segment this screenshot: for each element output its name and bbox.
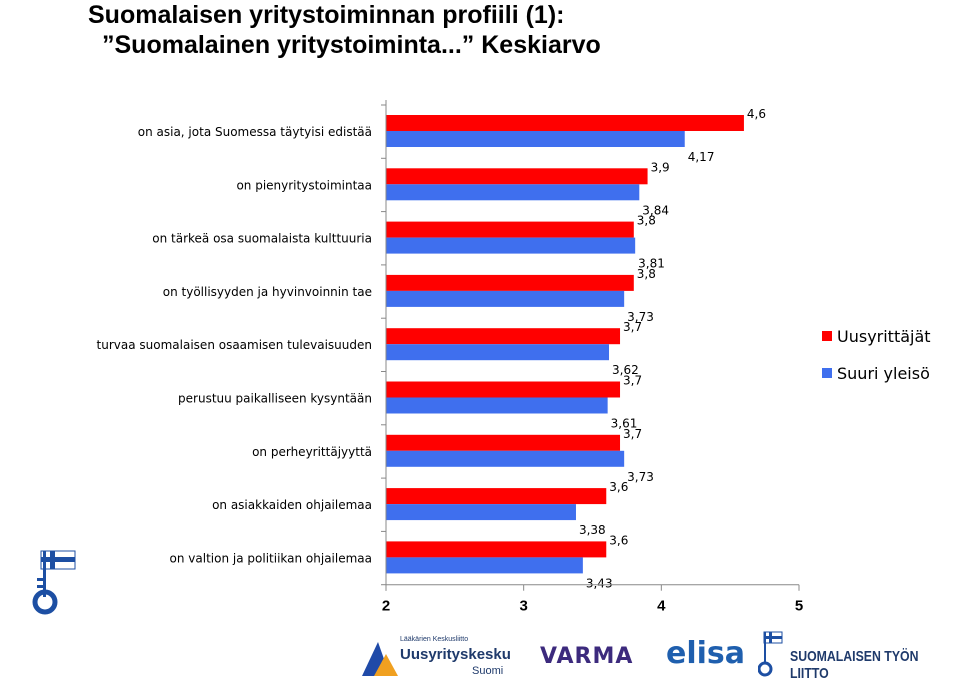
data-label: 3,7 bbox=[623, 374, 642, 388]
data-label: 3,43 bbox=[586, 576, 613, 590]
data-label: 4,6 bbox=[747, 107, 766, 121]
bar-suuri-yleiso bbox=[386, 237, 636, 254]
data-label: 3,61 bbox=[611, 417, 638, 431]
stl-key-flag-icon bbox=[758, 631, 783, 677]
legend-swatch bbox=[822, 331, 832, 341]
data-label: 3,9 bbox=[651, 160, 670, 174]
bar-uusyrittajat bbox=[386, 115, 744, 131]
page-title: Suomalaisen yritystoiminnan profiili (1)… bbox=[88, 0, 601, 60]
sponsor-footer bbox=[0, 620, 960, 686]
category-label: turvaa suomalaisen osaamisen tulevaisuud… bbox=[97, 338, 372, 352]
data-label: 3,73 bbox=[627, 470, 654, 484]
bar-uusyrittajat bbox=[386, 381, 621, 398]
stl-logo-text: SUOMALAISEN TYÖN LIITTO bbox=[790, 648, 919, 682]
legend-label: Suuri yleisö bbox=[837, 364, 930, 383]
category-label: on pienyritystoimintaa bbox=[236, 178, 372, 192]
x-tick-label: 4 bbox=[657, 598, 666, 615]
bar-suuri-yleiso bbox=[386, 504, 576, 521]
data-label: 3,84 bbox=[642, 203, 669, 217]
category-label: on työllisyyden ja hyvinvoinnin tae bbox=[163, 285, 372, 299]
bar-uusyrittajat bbox=[386, 221, 634, 238]
bar-uusyrittajat bbox=[386, 488, 607, 505]
bar-uusyrittajat bbox=[386, 541, 607, 558]
category-label: on valtion ja politiikan ohjailemaa bbox=[170, 551, 372, 565]
title-line-2: ”Suomalainen yritystoiminta...” Keskiarv… bbox=[102, 31, 601, 59]
x-tick-label: 5 bbox=[795, 598, 803, 615]
x-tick-label: 2 bbox=[382, 598, 390, 615]
bar-suuri-yleiso bbox=[386, 184, 640, 201]
elisa-logo: elisa bbox=[666, 636, 746, 671]
bar-suuri-yleiso bbox=[386, 450, 625, 467]
bar-uusyrittajat bbox=[386, 434, 621, 451]
data-label: 3,8 bbox=[637, 267, 656, 281]
category-label: on perheyrittäjyyttä bbox=[252, 445, 372, 459]
title-line-1: Suomalaisen yritystoiminnan profiili (1)… bbox=[88, 1, 565, 29]
data-label: 3,6 bbox=[609, 480, 628, 494]
x-tick-label: 3 bbox=[519, 598, 527, 615]
bar-uusyrittajat bbox=[386, 168, 648, 185]
data-label: 3,8 bbox=[637, 214, 656, 228]
category-label: on asia, jota Suomessa täytyisi edistää bbox=[138, 125, 372, 139]
data-label: 3,73 bbox=[627, 310, 654, 324]
ury-sub-text: Suomi bbox=[472, 665, 503, 677]
bar-suuri-yleiso bbox=[386, 290, 625, 307]
category-label: on asiakkaiden ohjailemaa bbox=[212, 498, 372, 512]
data-label: 3,62 bbox=[612, 363, 639, 377]
bar-suuri-yleiso bbox=[386, 397, 608, 414]
uusyrityskeskukset-logo: Lääkärien Keskusliitto Uusyrityskeskukse… bbox=[362, 636, 510, 677]
legend-label: Uusyrittäjät bbox=[837, 327, 931, 346]
data-label: 3,81 bbox=[638, 257, 665, 271]
data-label: 3,7 bbox=[623, 427, 642, 441]
ury-small-text: Lääkärien Keskusliitto bbox=[400, 636, 468, 643]
bar-uusyrittajat bbox=[386, 328, 621, 345]
bar-suuri-yleiso bbox=[386, 344, 610, 361]
data-label: 3,6 bbox=[609, 533, 628, 547]
category-label: on tärkeä osa suomalaista kulttuuria bbox=[152, 232, 372, 246]
ury-main-text: Uusyrityskeskukset bbox=[400, 646, 510, 663]
legend-swatch bbox=[822, 368, 832, 378]
key-flag-logo bbox=[32, 550, 76, 615]
varma-logo: VARMA bbox=[540, 644, 634, 669]
data-label: 3,7 bbox=[623, 320, 642, 334]
bar-uusyrittajat bbox=[386, 274, 634, 291]
data-label: 3,38 bbox=[579, 523, 606, 537]
category-label: perustuu paikalliseen kysyntään bbox=[178, 392, 372, 406]
bar-suuri-yleiso bbox=[386, 131, 685, 147]
data-label: 4,17 bbox=[688, 150, 715, 164]
bar-chart: on asia, jota Suomessa täytyisi edistää 4… bbox=[32, 100, 931, 615]
bar-suuri-yleiso bbox=[386, 557, 583, 574]
